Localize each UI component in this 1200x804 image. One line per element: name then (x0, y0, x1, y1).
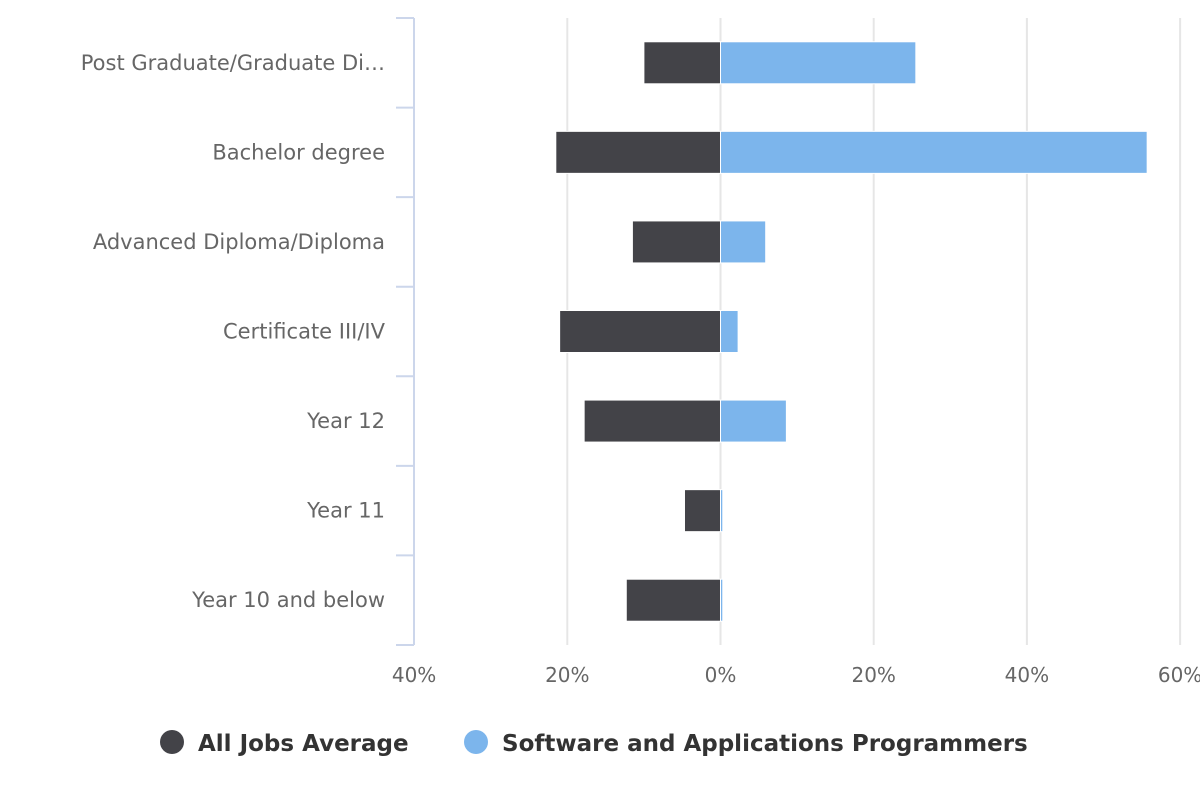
bar-all-jobs-average[interactable] (555, 130, 721, 174)
category-label: Post Graduate/Graduate Di… (81, 51, 385, 75)
x-tick-label: 0% (705, 663, 737, 687)
bar-software-programmers[interactable] (720, 489, 724, 533)
bar-all-jobs-average[interactable] (583, 399, 721, 443)
bar-all-jobs-average[interactable] (559, 310, 722, 353)
x-tick-label: 40% (392, 663, 436, 687)
legend-marker[interactable] (160, 730, 184, 754)
category-label: Year 12 (306, 409, 385, 433)
x-tick-label: 40% (1005, 663, 1049, 687)
bar-software-programmers[interactable] (720, 130, 1148, 174)
category-labels: Post Graduate/Graduate Di… Bachelor degre… (81, 51, 386, 612)
gridlines (566, 18, 1182, 645)
x-tick-label: 20% (851, 663, 895, 687)
category-label: Certificate III/IV (223, 320, 386, 344)
bar-software-programmers[interactable] (720, 41, 917, 85)
x-tick-label: 60% (1158, 663, 1200, 687)
legend-marker[interactable] (464, 730, 488, 754)
bars (555, 41, 1148, 622)
category-label: Bachelor degree (212, 140, 385, 164)
bar-all-jobs-average[interactable] (683, 489, 721, 533)
x-axis-ticks: 40% 20% 0% 20% 40% 60% (392, 663, 1200, 687)
legend: All Jobs Average Software and Application… (160, 730, 1028, 757)
bar-software-programmers[interactable] (720, 220, 767, 264)
bar-all-jobs-average[interactable] (643, 41, 722, 85)
legend-label[interactable]: All Jobs Average (198, 731, 409, 757)
category-label: Year 11 (306, 499, 385, 523)
bar-all-jobs-average[interactable] (625, 578, 721, 622)
category-label: Year 10 and below (191, 588, 385, 612)
bar-software-programmers[interactable] (720, 578, 724, 622)
x-tick-label: 20% (545, 663, 589, 687)
legend-label[interactable]: Software and Applications Programmers (502, 731, 1028, 757)
bar-all-jobs-average[interactable] (631, 220, 721, 264)
bar-software-programmers[interactable] (720, 399, 787, 443)
bar-software-programmers[interactable] (720, 310, 739, 353)
y-axis (396, 17, 415, 646)
category-label: Advanced Diploma/Diploma (93, 230, 385, 254)
